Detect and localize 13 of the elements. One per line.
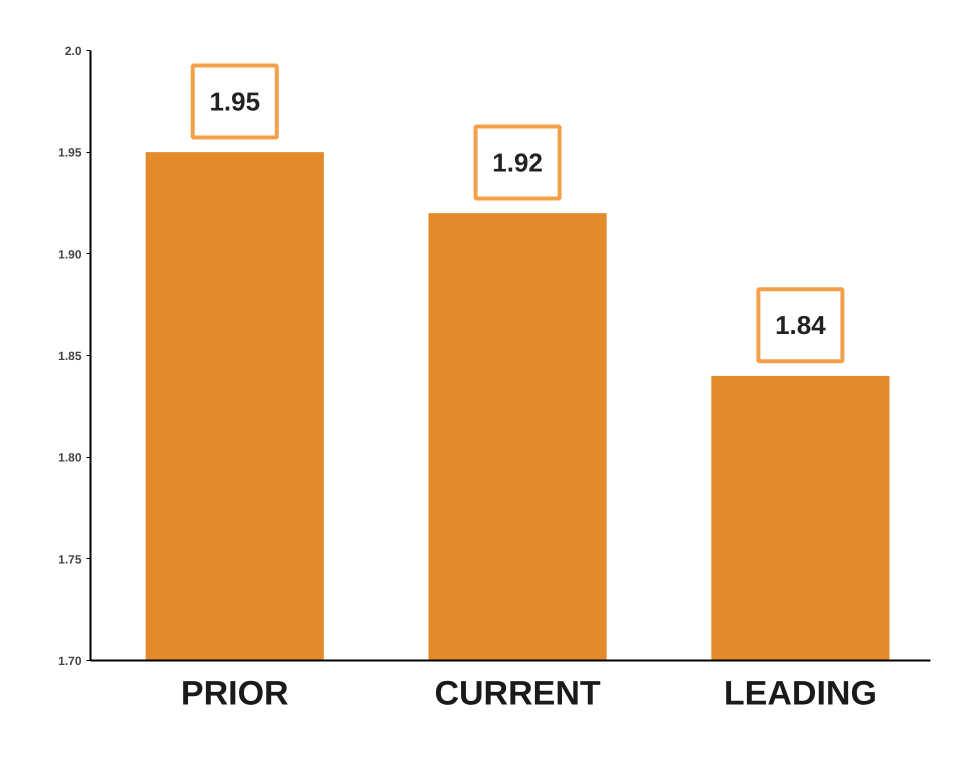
y-tick-label: 1.70	[58, 654, 82, 668]
data-label: 1.92	[492, 148, 543, 178]
y-tick-label: 2.0	[64, 44, 82, 58]
x-tick-label: CURRENT	[434, 674, 601, 712]
y-tick-label: 1.85	[58, 349, 82, 363]
x-tick-label: LEADING	[724, 674, 877, 712]
y-tick-label: 1.75	[58, 552, 82, 566]
y-tick-label: 1.90	[58, 247, 82, 262]
y-tick-label: 1.80	[58, 450, 82, 465]
data-label: 1.95	[209, 86, 260, 117]
data-label: 1.84	[775, 310, 826, 340]
x-tick-label: PRIOR	[180, 674, 289, 712]
y-tick-label: 1.95	[58, 146, 82, 160]
